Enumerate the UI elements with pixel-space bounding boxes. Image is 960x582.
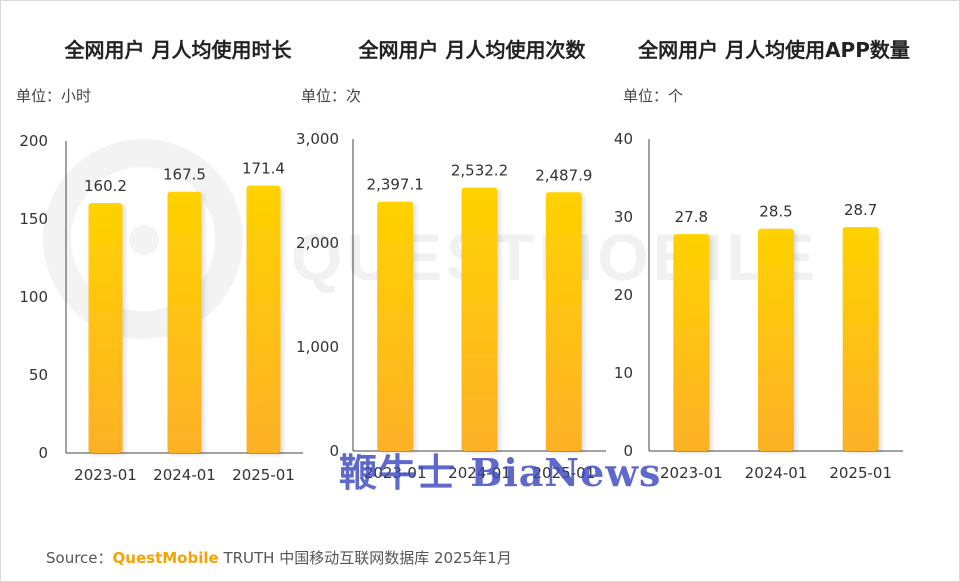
chart-3-y-tick-label: 10 xyxy=(614,364,633,382)
chart-2-y-tick-label: 1,000 xyxy=(296,338,339,356)
chart-2-bar xyxy=(545,192,582,451)
chart-1-unit-label: 单位：小时 xyxy=(16,87,91,105)
chart-2-x-tick-label: 2023-01 xyxy=(364,464,427,482)
chart-2-x-tick-label: 2024-01 xyxy=(448,464,511,482)
chart-3-y-tick-label: 0 xyxy=(623,442,633,460)
chart-3-unit-label: 单位：个 xyxy=(623,87,683,105)
chart-2-title: 全网用户 月人均使用次数 xyxy=(358,38,587,62)
chart-1-y-tick-label: 200 xyxy=(19,132,48,150)
chart-1-data-label: 167.5 xyxy=(163,166,206,184)
chart-2-x-tick-label: 2025-01 xyxy=(532,464,595,482)
chart-3-x-tick-label: 2024-01 xyxy=(745,464,808,482)
chart-2-unit-label: 单位：次 xyxy=(301,87,361,105)
chart-1-y-tick-label: 50 xyxy=(29,366,48,384)
overlay-stamp-text: 鞭牛士 BiaNews xyxy=(339,450,662,495)
chart-3-bar xyxy=(758,228,794,451)
chart-1-y-tick-label: 0 xyxy=(38,444,48,462)
chart-3-data-label: 28.7 xyxy=(844,201,877,219)
chart-2-data-label: 2,397.1 xyxy=(367,176,424,194)
chart-2-y-tick-label: 0 xyxy=(329,442,339,460)
chart-1-y-tick-label: 100 xyxy=(19,288,48,306)
chart-3-y-tick-label: 40 xyxy=(614,130,633,148)
chart-3-x-tick-label: 2023-01 xyxy=(660,464,723,482)
source-brand: QuestMobile xyxy=(112,549,219,567)
chart-1-bar xyxy=(246,185,281,453)
chart-1-x-tick-label: 2023-01 xyxy=(74,466,137,484)
chart-3-title: 全网用户 月人均使用APP数量 xyxy=(637,38,910,62)
chart-3-data-label: 28.5 xyxy=(759,203,792,221)
chart-3-y-tick-label: 20 xyxy=(614,286,633,304)
chart-3-x-tick-label: 2025-01 xyxy=(829,464,892,482)
chart-2-data-label: 2,532.2 xyxy=(451,162,508,180)
chart-2-y-tick-label: 3,000 xyxy=(296,130,339,148)
chart-3-bar xyxy=(842,227,879,451)
chart-1-y-tick-label: 150 xyxy=(19,210,48,228)
chart-1-bar xyxy=(88,203,123,453)
chart-2-bar xyxy=(377,201,414,451)
chart-1-bar xyxy=(167,191,202,453)
source-prefix: Source： xyxy=(46,549,113,567)
chart-2-data-label: 2,487.9 xyxy=(535,166,592,184)
chart-1-data-label: 171.4 xyxy=(242,160,285,178)
source-text: TRUTH 中国移动互联网数据库 2025年1月 xyxy=(223,549,512,567)
source-note: Source：QuestMobile TRUTH 中国移动互联网数据库 2025… xyxy=(46,547,512,568)
chart-3-y-tick-label: 30 xyxy=(614,208,633,226)
chart-1-title: 全网用户 月人均使用时长 xyxy=(64,38,293,62)
chart-3-bar xyxy=(673,234,710,451)
watermark-logo-dot-icon xyxy=(129,225,159,255)
chart-1-data-label: 160.2 xyxy=(84,177,127,195)
chart-1-x-tick-label: 2025-01 xyxy=(232,466,295,484)
chart-3-data-label: 27.8 xyxy=(675,208,708,226)
chart-2-bar xyxy=(461,187,498,452)
chart-2-y-tick-label: 2,000 xyxy=(296,234,339,252)
chart-1-x-tick-label: 2024-01 xyxy=(153,466,216,484)
